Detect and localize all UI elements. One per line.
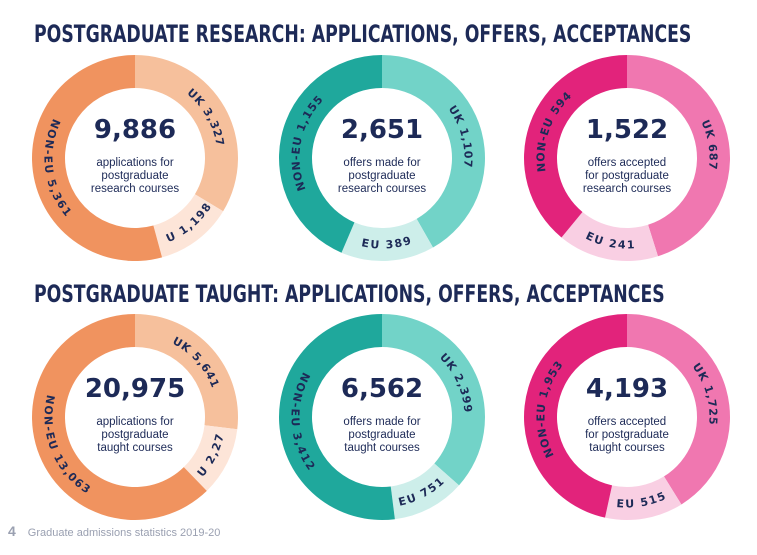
donut-caption-line: for postgraduate: [585, 170, 669, 182]
donut-caption-line: taught courses: [589, 442, 665, 454]
donut-caption-line: offers accepted: [588, 157, 666, 169]
donut-caption-line: research courses: [91, 183, 179, 195]
donut-segment-eu: [605, 476, 682, 520]
donut-total: 6,562: [341, 374, 423, 404]
donut-segment-uk: [382, 55, 485, 248]
section-title-taught: POSTGRADUATE TAUGHT: APPLICATIONS, OFFER…: [34, 280, 665, 308]
donut-total: 9,886: [94, 115, 176, 145]
donut-total: 20,975: [85, 374, 185, 404]
donut-caption-line: postgraduate: [348, 429, 415, 441]
footer: 4 Graduate admissions statistics 2019-20: [8, 523, 220, 539]
donut-segment-non-eu: [31, 314, 207, 520]
page-number: 4: [8, 523, 16, 539]
donut-caption-line: postgraduate: [348, 170, 415, 182]
segment-label-text: EU 389: [361, 233, 413, 251]
donut-caption-line: for postgraduate: [585, 429, 669, 441]
donut-total: 2,651: [341, 115, 423, 145]
segment-label-eu: EU 389: [361, 233, 414, 251]
donut-segment-uk: [627, 55, 730, 257]
donut-caption-line: research courses: [338, 183, 426, 195]
donut-segment-non-eu: [32, 55, 163, 261]
donut-caption-line: offers made for: [343, 416, 420, 428]
donut-segment-uk: [627, 313, 730, 505]
donut-segment-eu: [561, 212, 658, 261]
donut-total: 4,193: [586, 374, 668, 404]
donut-caption-line: applications for: [96, 416, 174, 428]
donut-segment-uk: [135, 314, 239, 430]
donut-segment-uk: [382, 314, 486, 486]
donut-caption-line: offers accepted: [588, 416, 666, 428]
donut-caption-line: research courses: [583, 183, 671, 195]
donut-caption-line: applications for: [96, 157, 174, 169]
donut-segment-non-eu: [279, 55, 382, 253]
donut-caption-line: taught courses: [344, 442, 420, 454]
donut-segment-eu: [153, 194, 224, 258]
donut-segment-eu: [390, 463, 460, 520]
donut-caption-line: offers made for: [343, 157, 420, 169]
donut-segment-non-eu: [524, 55, 627, 238]
donut-total: 1,522: [586, 115, 668, 145]
donut-segment-uk: [135, 55, 239, 212]
donut-caption-line: taught courses: [97, 442, 173, 454]
donut-caption-line: postgraduate: [101, 429, 168, 441]
donut-segment-eu: [341, 218, 433, 262]
donut-segment-non-eu: [524, 314, 627, 518]
donut-segment-non-eu: [279, 314, 395, 520]
donut-caption-line: postgraduate: [101, 170, 168, 182]
section-title-research: POSTGRADUATE RESEARCH: APPLICATIONS, OFF…: [34, 20, 692, 48]
donut-segment-eu: [183, 425, 238, 491]
footer-text: Graduate admissions statistics 2019-20: [27, 527, 221, 539]
